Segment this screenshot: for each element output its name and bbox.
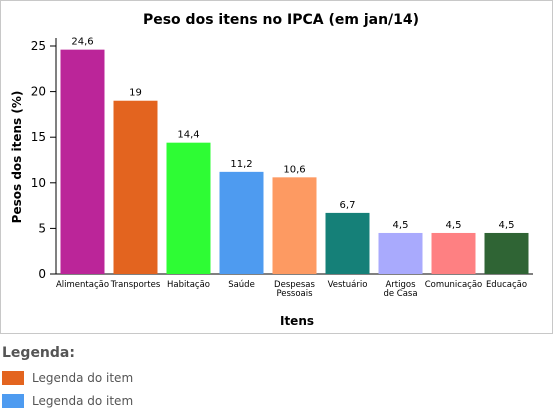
bar — [60, 49, 105, 275]
legend-item: Legenda do item — [2, 370, 133, 386]
bar — [431, 232, 476, 274]
x-tick-label: Alimentação — [56, 280, 109, 290]
x-tick-label: Artigos — [385, 280, 416, 290]
bar — [166, 142, 211, 274]
bar-value-label: 24,6 — [71, 37, 93, 48]
y-tick-label: 5 — [38, 221, 46, 235]
chart-title: Peso dos itens no IPCA (em jan/14) — [143, 12, 419, 28]
y-tick-label: 0 — [38, 267, 46, 281]
bar-value-label: 14,4 — [177, 130, 199, 141]
bar-value-label: 11,2 — [230, 159, 252, 170]
y-tick-label: 15 — [31, 130, 46, 144]
bar-chart: Peso dos itens no IPCA (em jan/14) Pesos… — [10, 12, 533, 328]
x-axis: Alimentação Transportes Habitação Saúde Desp… — [56, 273, 533, 299]
y-tick-label: 10 — [31, 176, 46, 190]
x-tick-label: Comunicação — [425, 280, 483, 290]
x-axis-label: Itens — [280, 314, 314, 328]
x-tick-label: Despesas — [274, 280, 315, 290]
bar-value-label: 4,5 — [446, 220, 462, 231]
bar — [378, 232, 423, 274]
legend-label: Legenda do item — [32, 371, 134, 385]
bar-value-label: 4,5 — [393, 220, 409, 231]
y-tick-label: 20 — [31, 85, 46, 99]
bar-value-label: 4,5 — [499, 220, 515, 231]
bar — [219, 171, 264, 274]
legend-swatch — [2, 394, 24, 408]
bar — [325, 212, 370, 274]
legend-item: Legenda do item — [2, 393, 133, 409]
legend-label: Legenda do item — [32, 394, 134, 408]
x-tick-label: Educação — [486, 280, 527, 290]
y-axis-label: Pesos dos itens (%) — [10, 91, 24, 224]
x-tick-label: Vestuário — [328, 280, 368, 290]
bar — [113, 100, 158, 274]
x-tick-label: Saúde — [228, 280, 255, 290]
x-tick-label: Habitação — [167, 280, 210, 290]
bar-value-label: 10,6 — [283, 164, 305, 175]
bars: 24,6 19 14,4 11,2 10,6 6,7 4,5 4,5 4,5 — [60, 37, 529, 275]
bar-value-label: 19 — [129, 88, 142, 99]
y-axis: 0 5 10 15 20 25 — [31, 38, 57, 281]
bar — [272, 177, 317, 274]
bar-value-label: 6,7 — [340, 200, 356, 211]
x-tick-label: de Casa — [383, 289, 417, 299]
legend-swatch — [2, 371, 24, 385]
chart-frame: Peso dos itens no IPCA (em jan/14) Pesos… — [0, 0, 553, 334]
x-tick-label: Pessoais — [276, 289, 313, 299]
bar — [484, 232, 529, 274]
legend-title: Legenda: — [2, 345, 75, 361]
x-tick-label: Transportes — [110, 280, 161, 290]
y-tick-label: 25 — [31, 39, 46, 53]
